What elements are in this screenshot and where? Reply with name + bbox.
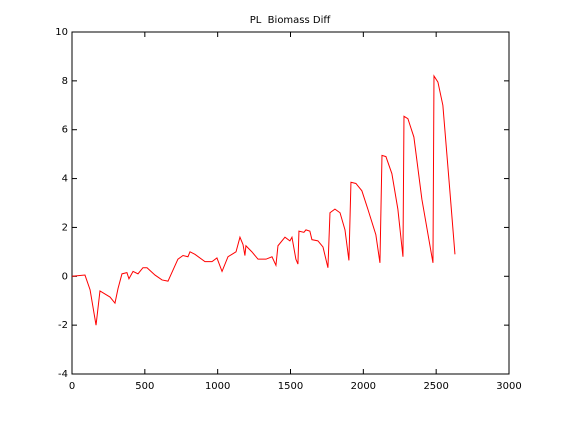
y-tick-label: 0	[62, 271, 68, 282]
y-tick-label: 2	[62, 222, 68, 233]
y-tick-label: 10	[55, 27, 68, 38]
x-tick-label: 3000	[496, 381, 521, 392]
x-tick-label: 1500	[278, 381, 303, 392]
x-tick-label: 1000	[205, 381, 230, 392]
y-tick-label: -4	[58, 369, 68, 380]
data-line	[71, 74, 456, 326]
x-tick-label: 2000	[351, 381, 376, 392]
y-tick-label: 4	[62, 174, 68, 185]
y-tick-label: -2	[58, 320, 68, 331]
x-tick-label: 500	[135, 381, 154, 392]
x-tick-label: 0	[69, 381, 75, 392]
y-tick-label: 8	[62, 76, 68, 87]
chart-title: PL Biomass Diff	[250, 15, 332, 26]
x-tick-label: 2500	[423, 381, 448, 392]
y-tick-label: 6	[62, 125, 68, 136]
